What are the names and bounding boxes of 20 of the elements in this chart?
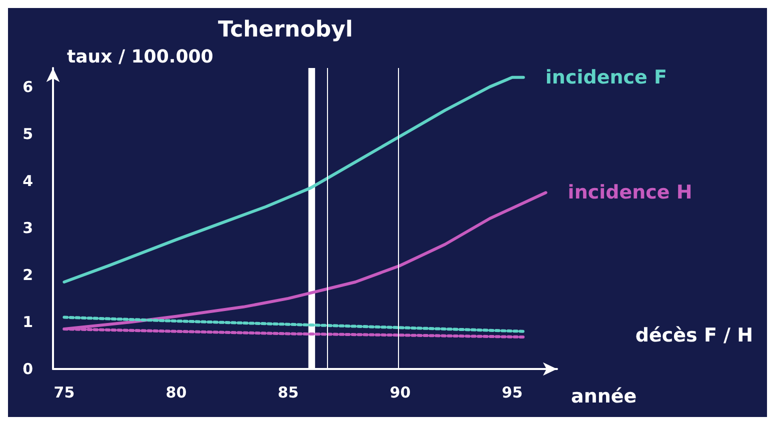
x-tick-label: 90 xyxy=(390,384,411,402)
y-tick-label: 3 xyxy=(22,218,33,237)
x-tick-label: 95 xyxy=(502,384,523,402)
y-tick-label: 1 xyxy=(22,312,33,331)
y-tick-label: 5 xyxy=(22,124,33,143)
x-axis-title: année xyxy=(571,386,637,408)
series-label: incidence H xyxy=(568,182,692,204)
x-tick-label: 75 xyxy=(54,384,75,402)
chart-title: Tchernobyl xyxy=(218,18,353,42)
text: décès F / H xyxy=(635,324,753,346)
y-axis-title: taux / 100.000 xyxy=(67,46,214,68)
line-series xyxy=(62,76,525,284)
y-tick-label: 4 xyxy=(22,172,33,190)
y-tick-label: 6 xyxy=(22,78,33,96)
line-series xyxy=(62,316,525,333)
y-tick-label: 0 xyxy=(22,360,33,378)
x-tick-label: 85 xyxy=(278,384,299,402)
series-label: incidence F xyxy=(545,66,667,88)
x-tick-label: 80 xyxy=(166,384,187,402)
y-tick-label: 2 xyxy=(22,266,33,284)
